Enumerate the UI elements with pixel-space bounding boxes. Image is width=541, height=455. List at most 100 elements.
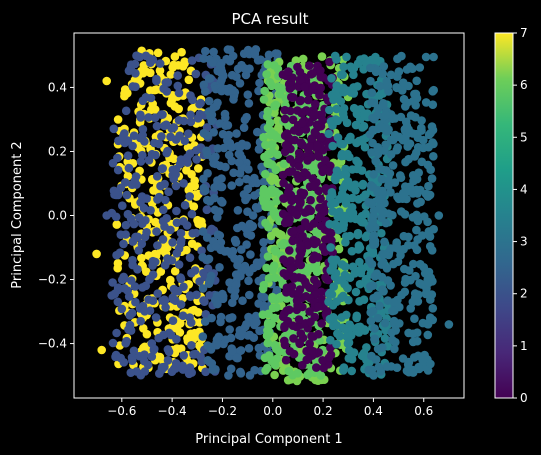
colorbar bbox=[494, 32, 514, 399]
scatter-point-class-1 bbox=[150, 257, 160, 267]
scatter-point-class-7 bbox=[120, 89, 129, 98]
scatter-point-class-0 bbox=[285, 215, 294, 224]
scatter-point-class-1 bbox=[157, 132, 166, 141]
scatter-point-class-1 bbox=[140, 356, 149, 366]
scatter-point-class-2 bbox=[199, 128, 209, 138]
colorbar-tick-label: 7 bbox=[520, 26, 528, 40]
scatter-point-class-6 bbox=[317, 52, 327, 61]
scatter-point-class-5 bbox=[263, 112, 272, 121]
scatter-point-class-3 bbox=[411, 101, 421, 110]
scatter-point-class-4 bbox=[351, 287, 361, 297]
scatter-point-class-7 bbox=[178, 62, 188, 71]
scatter-point-class-2 bbox=[216, 317, 225, 327]
scatter-point-class-3 bbox=[392, 83, 402, 93]
scatter-point-class-2 bbox=[252, 127, 262, 137]
scatter-point-class-4 bbox=[338, 70, 348, 79]
scatter-point-class-1 bbox=[186, 318, 196, 327]
scatter-point-class-1 bbox=[144, 295, 153, 304]
scatter-point-class-2 bbox=[241, 264, 251, 274]
scatter-point-class-1 bbox=[120, 284, 129, 293]
scatter-point-class-0 bbox=[295, 253, 304, 262]
scatter-point-class-3 bbox=[370, 114, 379, 124]
scatter-point-class-4 bbox=[361, 190, 370, 199]
scatter-point-class-7 bbox=[139, 343, 148, 353]
scatter-point-class-2 bbox=[244, 312, 253, 322]
scatter-point-class-1 bbox=[140, 232, 150, 242]
scatter-point-class-1 bbox=[179, 282, 188, 292]
scatter-point-class-0 bbox=[287, 196, 296, 206]
scatter-point-class-4 bbox=[359, 121, 369, 131]
scatter-point-class-4 bbox=[353, 230, 363, 240]
scatter-point-class-4 bbox=[329, 95, 338, 104]
x-tick-label: 0.4 bbox=[364, 404, 383, 418]
scatter-point-class-0 bbox=[315, 90, 324, 100]
scatter-point-class-2 bbox=[244, 99, 254, 108]
scatter-point-class-1 bbox=[186, 117, 196, 127]
scatter-point-class-2 bbox=[218, 289, 227, 299]
scatter-point-class-3 bbox=[412, 328, 422, 338]
y-tick-label: 0.0 bbox=[48, 209, 67, 223]
scatter-point-class-2 bbox=[221, 121, 230, 130]
scatter-point-class-3 bbox=[401, 157, 410, 167]
scatter-point-class-0 bbox=[282, 306, 292, 316]
scatter-point-class-0 bbox=[312, 363, 321, 372]
scatter-point-class-0 bbox=[314, 152, 324, 161]
scatter-point-class-2 bbox=[250, 173, 259, 183]
scatter-point-class-1 bbox=[124, 292, 134, 301]
scatter-point-class-3 bbox=[411, 112, 420, 122]
scatter-point-class-1 bbox=[200, 297, 209, 307]
scatter-point-class-3 bbox=[419, 135, 428, 145]
scatter-point-class-3 bbox=[378, 343, 387, 352]
scatter-point-class-4 bbox=[357, 166, 367, 175]
scatter-point-class-3 bbox=[373, 313, 383, 323]
scatter-point-class-5 bbox=[267, 140, 276, 149]
scatter-point-class-0 bbox=[286, 264, 295, 273]
scatter-point-class-0 bbox=[294, 162, 304, 171]
scatter-point-class-3 bbox=[382, 362, 392, 371]
scatter-point-class-4 bbox=[353, 59, 363, 68]
scatter-point-class-0 bbox=[303, 156, 312, 165]
scatter-point-class-0 bbox=[317, 319, 327, 328]
scatter-point-class-4 bbox=[326, 266, 336, 275]
scatter-point-class-1 bbox=[197, 246, 206, 255]
scatter-point-class-1 bbox=[115, 248, 125, 257]
scatter-point-class-2 bbox=[237, 245, 246, 254]
scatter-point-class-1 bbox=[151, 150, 160, 160]
scatter-point-class-0 bbox=[281, 140, 291, 150]
scatter-point-class-2 bbox=[207, 313, 216, 323]
scatter-point-class-4 bbox=[351, 120, 361, 130]
scatter-point-class-1 bbox=[179, 351, 188, 360]
scatter-point-class-5 bbox=[269, 261, 279, 271]
scatter-point-class-3 bbox=[412, 76, 422, 86]
x-tick-label: −0.2 bbox=[208, 404, 237, 418]
scatter-point-class-2 bbox=[218, 198, 227, 207]
scatter-point-class-1 bbox=[118, 201, 127, 210]
scatter-point-class-1 bbox=[119, 272, 128, 282]
scatter-point-class-1 bbox=[166, 225, 175, 235]
scatter-point-class-0 bbox=[303, 240, 312, 250]
scatter-point-class-1 bbox=[117, 304, 127, 314]
scatter-point-class-2 bbox=[232, 129, 241, 138]
scatter-point-class-4 bbox=[352, 156, 361, 166]
scatter-point-class-3 bbox=[370, 324, 379, 333]
scatter-point-class-0 bbox=[300, 82, 309, 92]
y-tick-label: 0.4 bbox=[48, 80, 67, 94]
scatter-point-class-7 bbox=[139, 324, 148, 333]
scatter-point-class-4 bbox=[330, 221, 340, 230]
scatter-point-class-3 bbox=[417, 126, 426, 135]
scatter-point-class-1 bbox=[179, 217, 188, 226]
scatter-point-class-2 bbox=[235, 79, 245, 88]
scatter-point-class-4 bbox=[332, 81, 342, 90]
scatter-point-class-7 bbox=[150, 85, 160, 95]
scatter-point-class-5 bbox=[261, 140, 270, 150]
scatter-point-class-4 bbox=[362, 343, 371, 352]
scatter-point-class-5 bbox=[272, 196, 281, 206]
scatter-point-class-0 bbox=[299, 189, 309, 198]
scatter-point-class-3 bbox=[392, 145, 402, 155]
scatter-point-class-3 bbox=[378, 257, 388, 267]
chart-title: PCA result bbox=[232, 10, 309, 28]
scatter-point-class-1 bbox=[188, 229, 197, 238]
scatter-point-class-3 bbox=[390, 344, 399, 354]
scatter-point-class-2 bbox=[204, 254, 214, 264]
scatter-point-class-3 bbox=[428, 100, 438, 109]
